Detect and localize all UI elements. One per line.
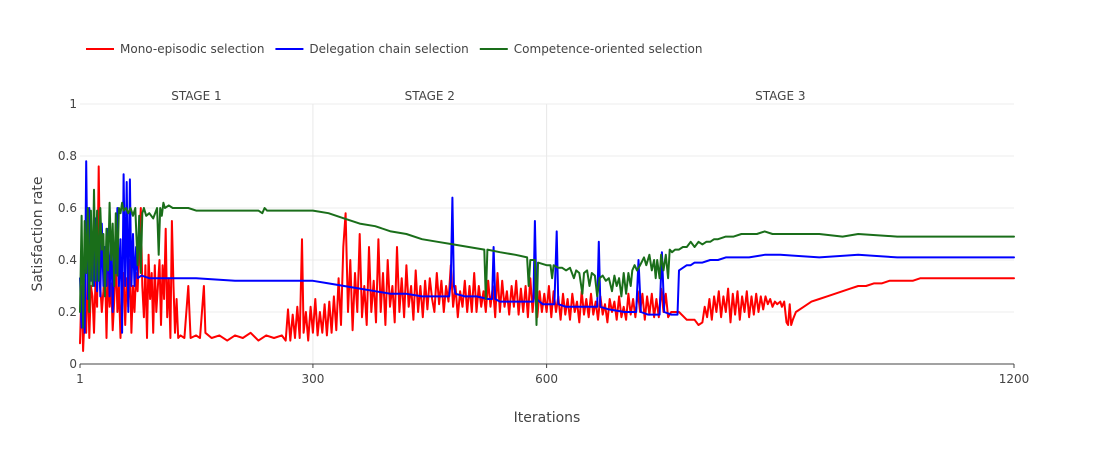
- y-tick-label: 0.2: [58, 305, 77, 319]
- x-tick-label: 600: [535, 372, 558, 386]
- series-line-competence-oriented-selection: [79, 188, 1015, 329]
- legend-item-competence-oriented-selection: Competence-oriented selection: [479, 42, 703, 56]
- y-axis-title: Satisfaction rate: [30, 176, 46, 291]
- series-line-mono-episodic-selection: [79, 165, 1015, 352]
- x-tick-label: 300: [301, 372, 324, 386]
- legend-label: Mono-episodic selection: [120, 42, 264, 56]
- stage-dividers: STAGE 1 STAGE 2 STAGE 3: [171, 89, 805, 364]
- y-tick-label: 0.4: [58, 253, 77, 267]
- x-tick-label: 1: [76, 372, 84, 386]
- legend-item-mono-episodic-selection: Mono-episodic selection: [86, 42, 264, 56]
- legend-label: Competence-oriented selection: [514, 42, 703, 56]
- x-tick-label: 1200: [999, 372, 1030, 386]
- x-axis-title: Iterations: [514, 410, 581, 426]
- stage-label: STAGE 1: [171, 89, 221, 103]
- stage-label: STAGE 2: [405, 89, 455, 103]
- y-tick-label: 0.8: [58, 149, 77, 163]
- legend-item-delegation-chain-selection: Delegation chain selection: [275, 42, 469, 56]
- y-tick-label: 0: [69, 357, 77, 371]
- y-tick-label: 0.6: [58, 201, 77, 215]
- stage-label: STAGE 3: [755, 89, 805, 103]
- legend: Mono-episodic selection Delegation chain …: [86, 42, 702, 56]
- legend-label: Delegation chain selection: [309, 42, 468, 56]
- series-lines: [79, 160, 1015, 352]
- y-tick-label: 1: [69, 97, 77, 111]
- axes: 0 0.2 0.4 0.6 0.8 1 1 300 600 1200: [58, 97, 1029, 386]
